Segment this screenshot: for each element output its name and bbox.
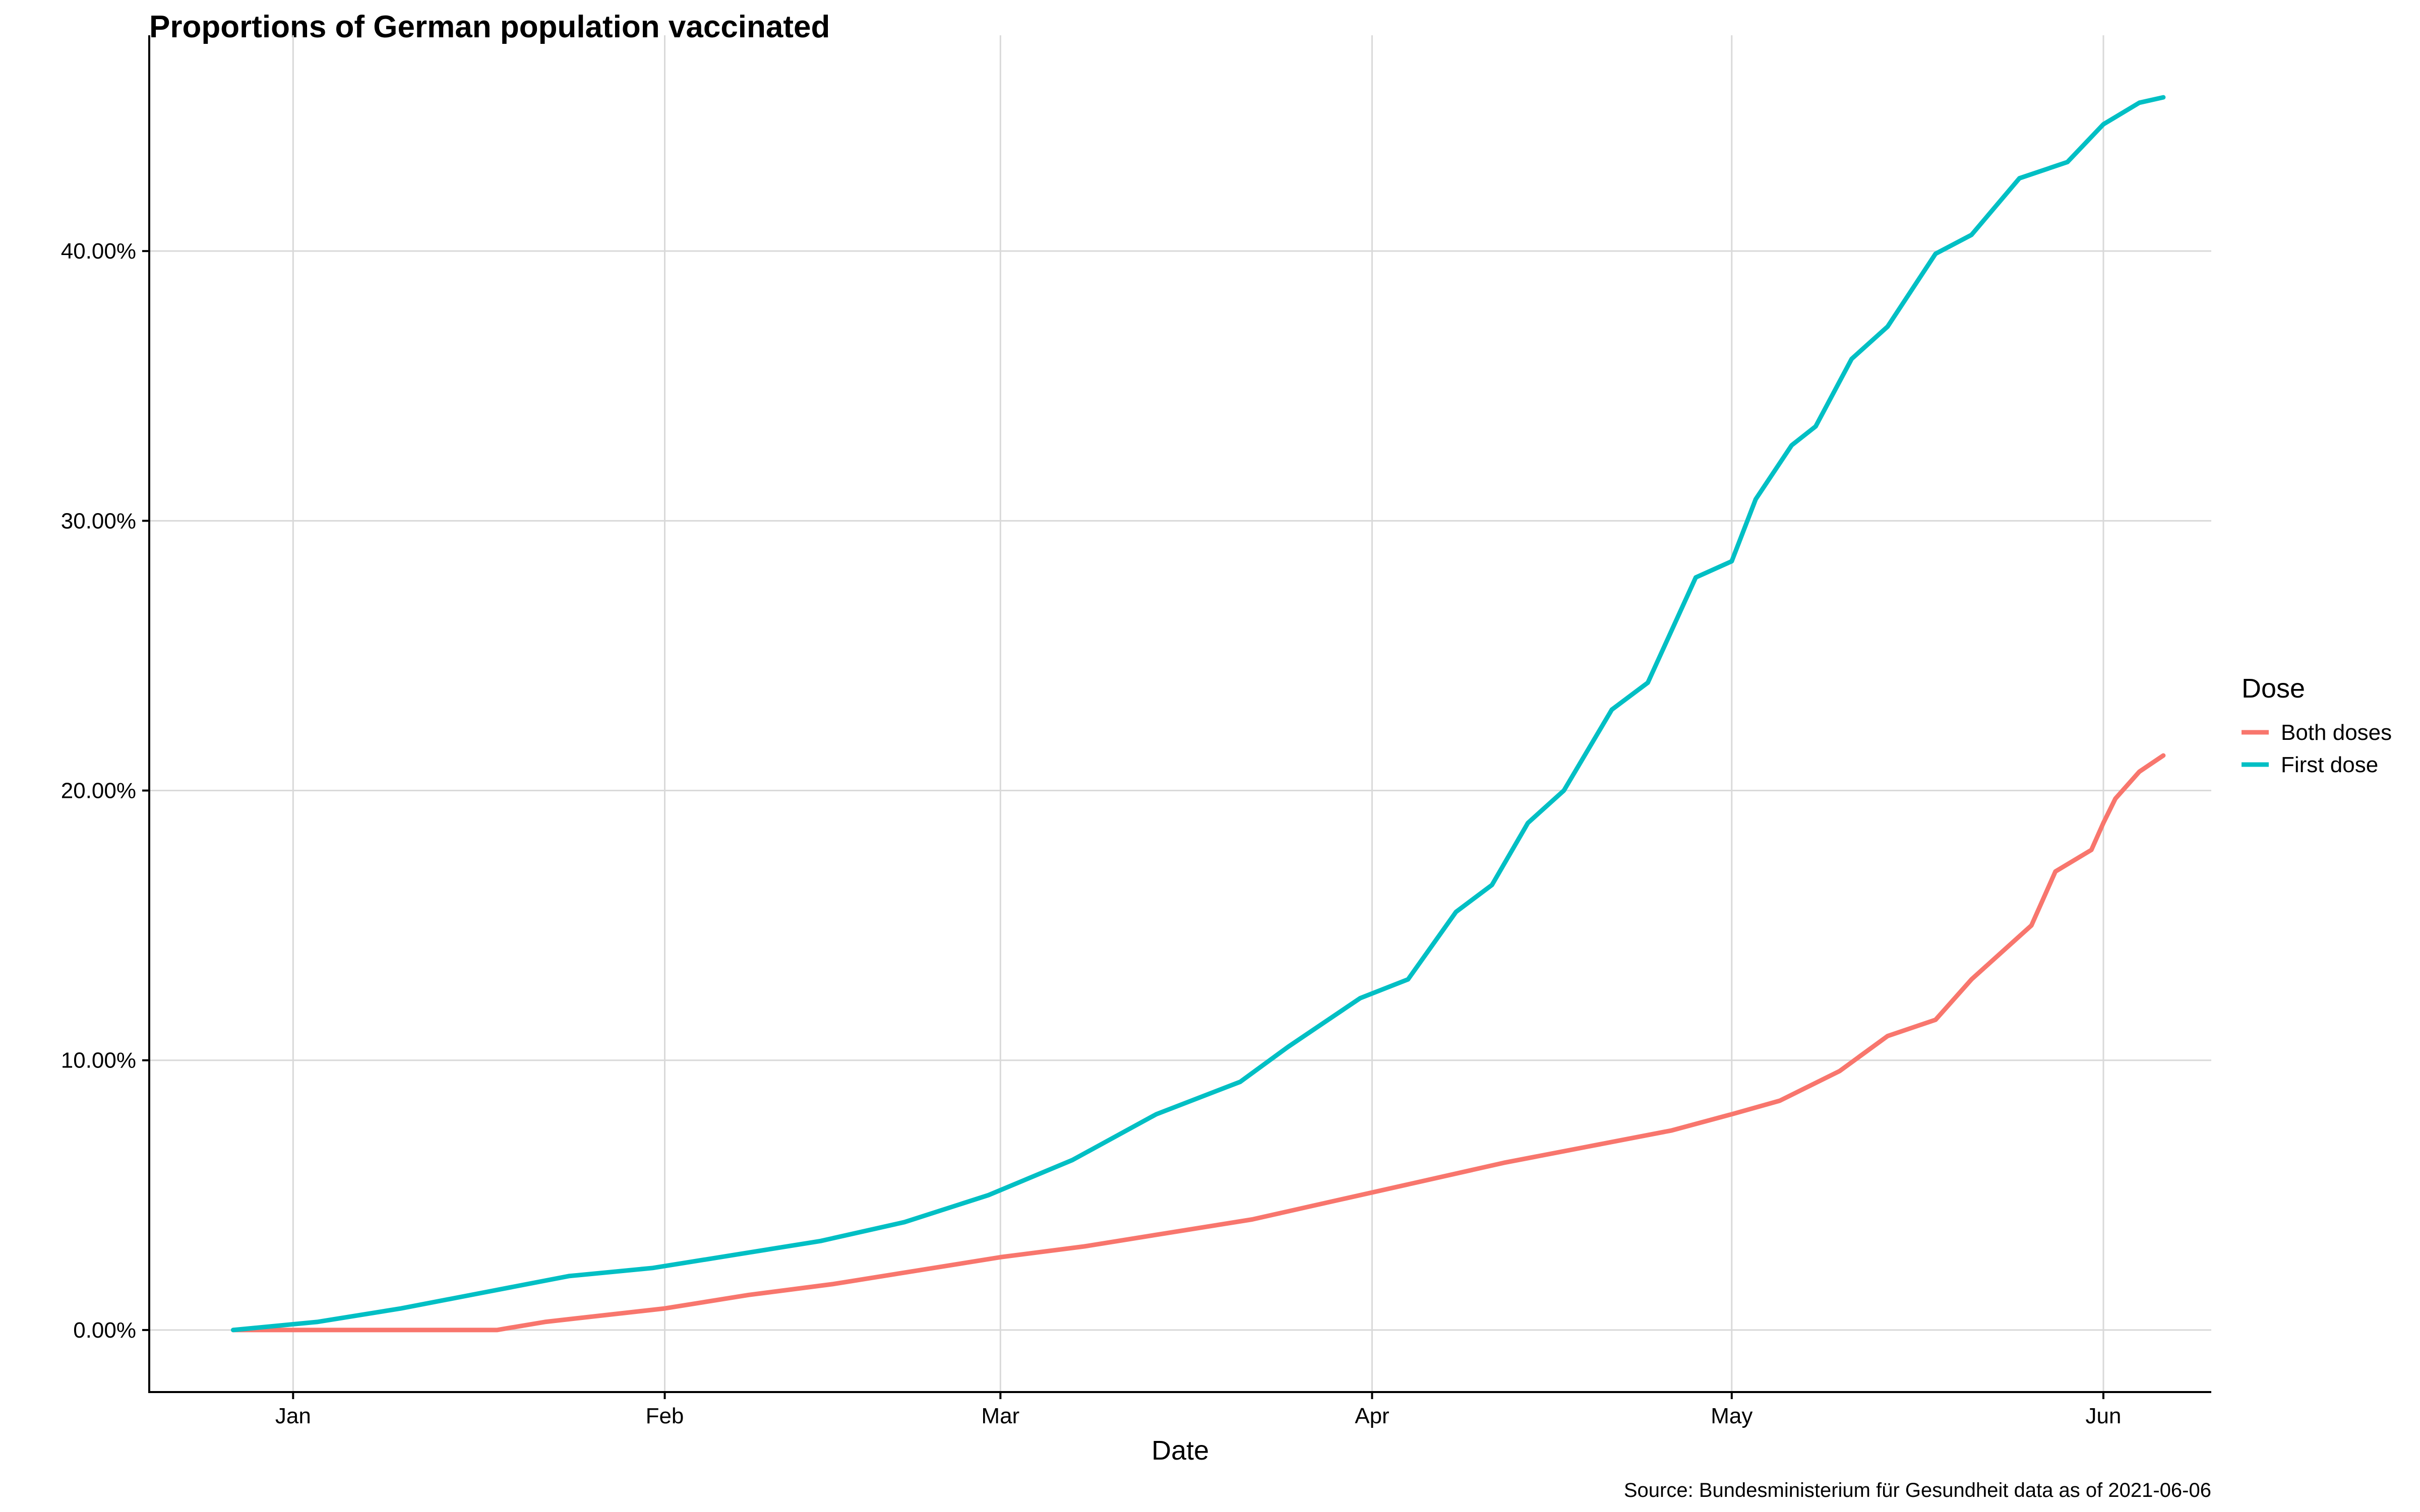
x-tick-label: Apr — [1355, 1404, 1389, 1428]
legend-title: Dose — [2242, 673, 2305, 704]
source-caption: Source: Bundesministerium für Gesundheit… — [1624, 1479, 2211, 1501]
x-tick-label: Mar — [981, 1404, 1019, 1428]
series-lines — [231, 95, 2166, 1333]
legend-label: Both doses — [2281, 720, 2392, 745]
y-tick-label: 0.00% — [73, 1318, 136, 1343]
axes — [148, 35, 2211, 1393]
legend: Dose Both doses First dose — [2242, 673, 2392, 777]
legend-items: Both doses First dose — [2242, 720, 2392, 777]
x-axis-ticks: Jan Feb Mar Apr May Jun — [275, 1392, 2122, 1428]
x-tick-label: Jan — [275, 1404, 311, 1428]
x-tick-label: Feb — [646, 1404, 684, 1428]
x-axis-title: Date — [1152, 1435, 1209, 1466]
series-line-first-dose — [231, 95, 2166, 1333]
x-tick-label: Jun — [2086, 1404, 2122, 1428]
legend-label: First dose — [2281, 752, 2378, 777]
y-axis-ticks: 0.00% 10.00% 20.00% 30.00% 40.00% — [61, 239, 149, 1343]
series-line-both-doses — [231, 753, 2166, 1333]
x-tick-label: May — [1711, 1404, 1752, 1428]
chart-title: Proportions of German population vaccina… — [149, 10, 830, 44]
y-tick-label: 30.00% — [61, 509, 136, 533]
y-tick-label: 40.00% — [61, 239, 136, 264]
grid-lines — [149, 35, 2211, 1392]
y-tick-label: 20.00% — [61, 779, 136, 803]
y-tick-label: 10.00% — [61, 1048, 136, 1073]
